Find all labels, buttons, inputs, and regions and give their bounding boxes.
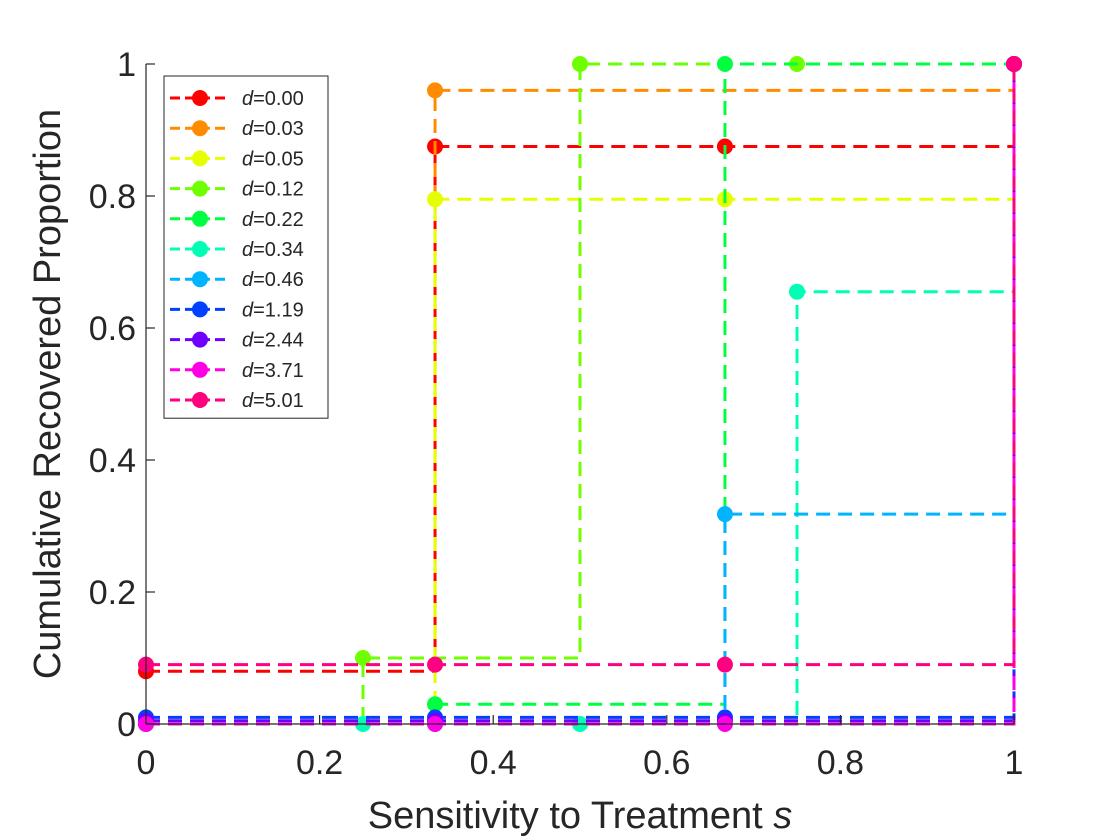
data-point [716, 656, 733, 673]
legend-label: d=0.46 [242, 269, 304, 291]
legend-prefix: d [242, 209, 254, 231]
legend-swatch-marker [192, 301, 208, 318]
legend-prefix: d [242, 239, 254, 261]
legend-prefix: d [242, 179, 254, 201]
data-point [572, 56, 588, 72]
legend-swatch-marker [192, 90, 208, 106]
legend-value: =0.03 [253, 118, 304, 140]
data-point [716, 56, 733, 72]
legend-value: =1.19 [253, 299, 304, 321]
legend-swatch-marker [192, 180, 208, 197]
legend-value: =0.46 [253, 269, 304, 291]
legend-swatch-marker [192, 271, 208, 288]
legend-swatch-marker [192, 361, 208, 378]
x-tick-label: 0.2 [296, 744, 343, 782]
x-tick-label: 0.8 [817, 744, 864, 782]
legend-item[interactable]: d=0.34 [170, 239, 304, 261]
x-axis-label: Sensitivity to Treatment s [368, 795, 793, 837]
legend-swatch-marker [192, 150, 208, 167]
legend-prefix: d [242, 330, 254, 352]
data-point [427, 82, 444, 99]
x-tick-label: 1 [1005, 744, 1024, 782]
legend-prefix: d [242, 390, 254, 412]
legend-item[interactable]: d=5.01 [170, 390, 304, 412]
legend-label: d=0.00 [242, 88, 304, 110]
legend-swatch-marker [192, 392, 208, 408]
legend-label: d=1.19 [242, 299, 304, 321]
data-point [789, 283, 805, 300]
legend-value: =5.01 [253, 390, 304, 412]
legend-swatch-marker [192, 241, 208, 257]
x-axis-symbol: s [773, 795, 792, 837]
legend-prefix: d [242, 88, 254, 110]
legend-label: d=0.34 [242, 239, 304, 261]
legend-label: d=5.01 [242, 390, 304, 412]
data-point [1006, 56, 1022, 72]
series-line [146, 64, 1016, 673]
legend-label: d=0.03 [242, 118, 304, 140]
data-point [716, 506, 733, 523]
legend[interactable]: d=0.00d=0.03d=0.05d=0.12d=0.22d=0.34d=0.… [163, 75, 329, 419]
series-line [146, 62, 1014, 726]
y-tick-label: 0.2 [89, 574, 136, 612]
legend-value: =0.34 [253, 239, 304, 261]
legend-prefix: d [242, 299, 254, 321]
legend-item[interactable]: d=0.00 [170, 88, 304, 110]
y-tick-label: 1 [117, 46, 136, 84]
data-point [427, 191, 444, 208]
legend-swatch-marker [192, 120, 208, 137]
legend-item[interactable]: d=3.71 [170, 360, 304, 382]
legend-value: =2.44 [253, 330, 304, 352]
data-point [427, 656, 444, 673]
legend-prefix: d [242, 148, 254, 170]
legend-label: d=0.05 [242, 148, 304, 170]
legend-value: =0.00 [253, 88, 304, 110]
series-10 [138, 56, 1022, 673]
legend-item[interactable]: d=0.12 [170, 179, 304, 201]
legend-value: =3.71 [253, 360, 304, 382]
y-tick-label: 0.4 [89, 442, 136, 480]
y-tick-label: 0 [117, 706, 136, 744]
x-tick-label: 0.4 [470, 744, 517, 782]
data-point [355, 650, 371, 666]
legend-swatch-marker [192, 331, 208, 348]
legend-item[interactable]: d=2.44 [170, 330, 304, 352]
legend-label: d=0.12 [242, 179, 304, 201]
x-tick-label: 0 [137, 744, 156, 782]
legend-prefix: d [242, 360, 254, 382]
y-tick-label: 0.6 [89, 310, 136, 348]
legend-label: d=0.22 [242, 209, 304, 231]
axes: 0 0.2 0.4 0.6 0.8 1 0 0.2 0.4 0.6 0.8 1 [89, 46, 1024, 782]
legend-label: d=2.44 [242, 330, 304, 352]
y-tick-label: 0.8 [89, 178, 136, 216]
legend-prefix: d [242, 118, 254, 140]
data-point [427, 696, 444, 713]
legend-box [163, 75, 329, 419]
legend-value: =0.05 [253, 148, 304, 170]
legend-item[interactable]: d=0.05 [170, 148, 304, 170]
legend-value: =0.22 [253, 209, 304, 231]
legend-item[interactable]: d=1.19 [170, 299, 304, 321]
legend-item[interactable]: d=0.22 [170, 209, 304, 231]
legend-item[interactable]: d=0.46 [170, 269, 304, 291]
legend-item[interactable]: d=0.03 [170, 118, 304, 140]
x-tick-label: 0.6 [643, 744, 690, 782]
legend-prefix: d [242, 269, 254, 291]
legend-label: d=3.71 [242, 360, 304, 382]
legend-swatch-marker [192, 210, 208, 227]
y-axis-label: Cumulative Recovered Proportion [27, 109, 69, 679]
legend-value: =0.12 [253, 179, 304, 201]
